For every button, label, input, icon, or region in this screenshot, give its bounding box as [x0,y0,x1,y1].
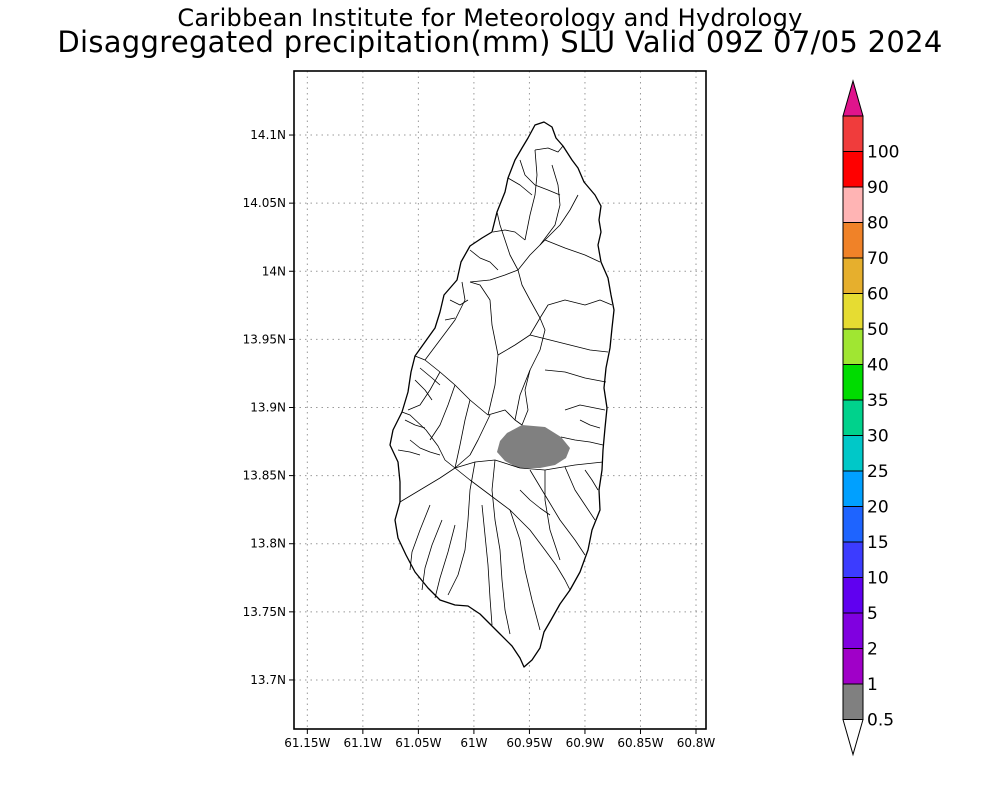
colorbar-level-label: 70 [867,249,889,269]
island-outline [389,121,615,668]
colorbar-level-label: 20 [867,498,889,518]
colorbar-swatch [842,222,864,259]
colorbar-level-label: 80 [867,214,889,234]
x-tick-label: 60.85W [617,736,663,750]
colorbar-swatch [842,293,864,330]
colorbar-swatch [842,328,864,365]
x-tick-label: 60.8W [677,736,716,750]
colorbar-level-label: 30 [867,427,889,447]
island-map [389,121,615,668]
y-tick-label: 13.7N [250,673,286,687]
colorbar-level-label: 2 [867,640,878,660]
colorbar-swatch [842,577,864,614]
y-tick-label: 14N [262,264,286,278]
x-tick-label: 61.15W [284,736,330,750]
colorbar-over-triangle [842,79,864,117]
product-title: Disaggregated precipitation(mm) SLU Vali… [57,25,943,59]
colorbar-level-label: 90 [867,178,889,198]
latitude-ticks: 14.1N 14.05N 14N 13.95N 13.9N 13.85N 13.8N 13.7… [243,128,294,687]
y-tick-label: 13.8N [250,537,286,551]
watershed-boundaries [397,145,613,635]
colorbar-swatch [842,399,864,436]
colorbar-under-triangle [842,719,864,757]
institute-title: Caribbean Institute for Meteorology and … [177,4,803,32]
x-tick-label: 60.9W [566,736,605,750]
y-tick-label: 13.95N [243,332,286,346]
colorbar-level-label: 40 [867,356,889,376]
y-tick-label: 13.9N [250,400,286,414]
colorbar-swatch [842,186,864,223]
colorbar-swatch [842,470,864,507]
colorbar-swatch [842,541,864,578]
colorbar-level-label: 10 [867,569,889,589]
colorbar-swatch [842,683,864,720]
x-tick-label: 61.1W [344,736,383,750]
x-tick-label: 61W [460,736,487,750]
colorbar-level-label: 25 [867,462,889,482]
colorbar-swatch [842,115,864,152]
colorbar-swatch [842,648,864,685]
y-tick-label: 14.05N [243,196,286,210]
x-tick-label: 61.05W [395,736,441,750]
colorbar-level-label: 15 [867,533,889,553]
colorbar-swatch [842,364,864,401]
map-frame [293,70,707,730]
colorbar-level-label: 50 [867,320,889,340]
colorbar-level-label: 0.5 [867,711,894,731]
colorbar-swatch [842,151,864,188]
y-tick-label: 13.85N [243,469,286,483]
longitude-ticks: 61.15W 61.1W 61.05W 61W 60.95W 60.9W 60.85W 60.… [284,729,715,750]
y-tick-label: 13.75N [243,605,286,619]
colorbar-swatch [842,435,864,472]
colorbar-swatch [842,612,864,649]
precip-area-0p5-1mm [497,425,570,468]
colorbar-level-label: 1 [867,675,878,695]
colorbar-level-label: 35 [867,391,889,411]
colorbar-level-label: 100 [867,143,899,163]
x-tick-label: 60.95W [506,736,552,750]
colorbar-swatch [842,506,864,543]
colorbar-swatch [842,257,864,294]
colorbar-level-label: 5 [867,604,878,624]
y-tick-label: 14.1N [250,128,286,142]
colorbar-level-label: 60 [867,285,889,305]
